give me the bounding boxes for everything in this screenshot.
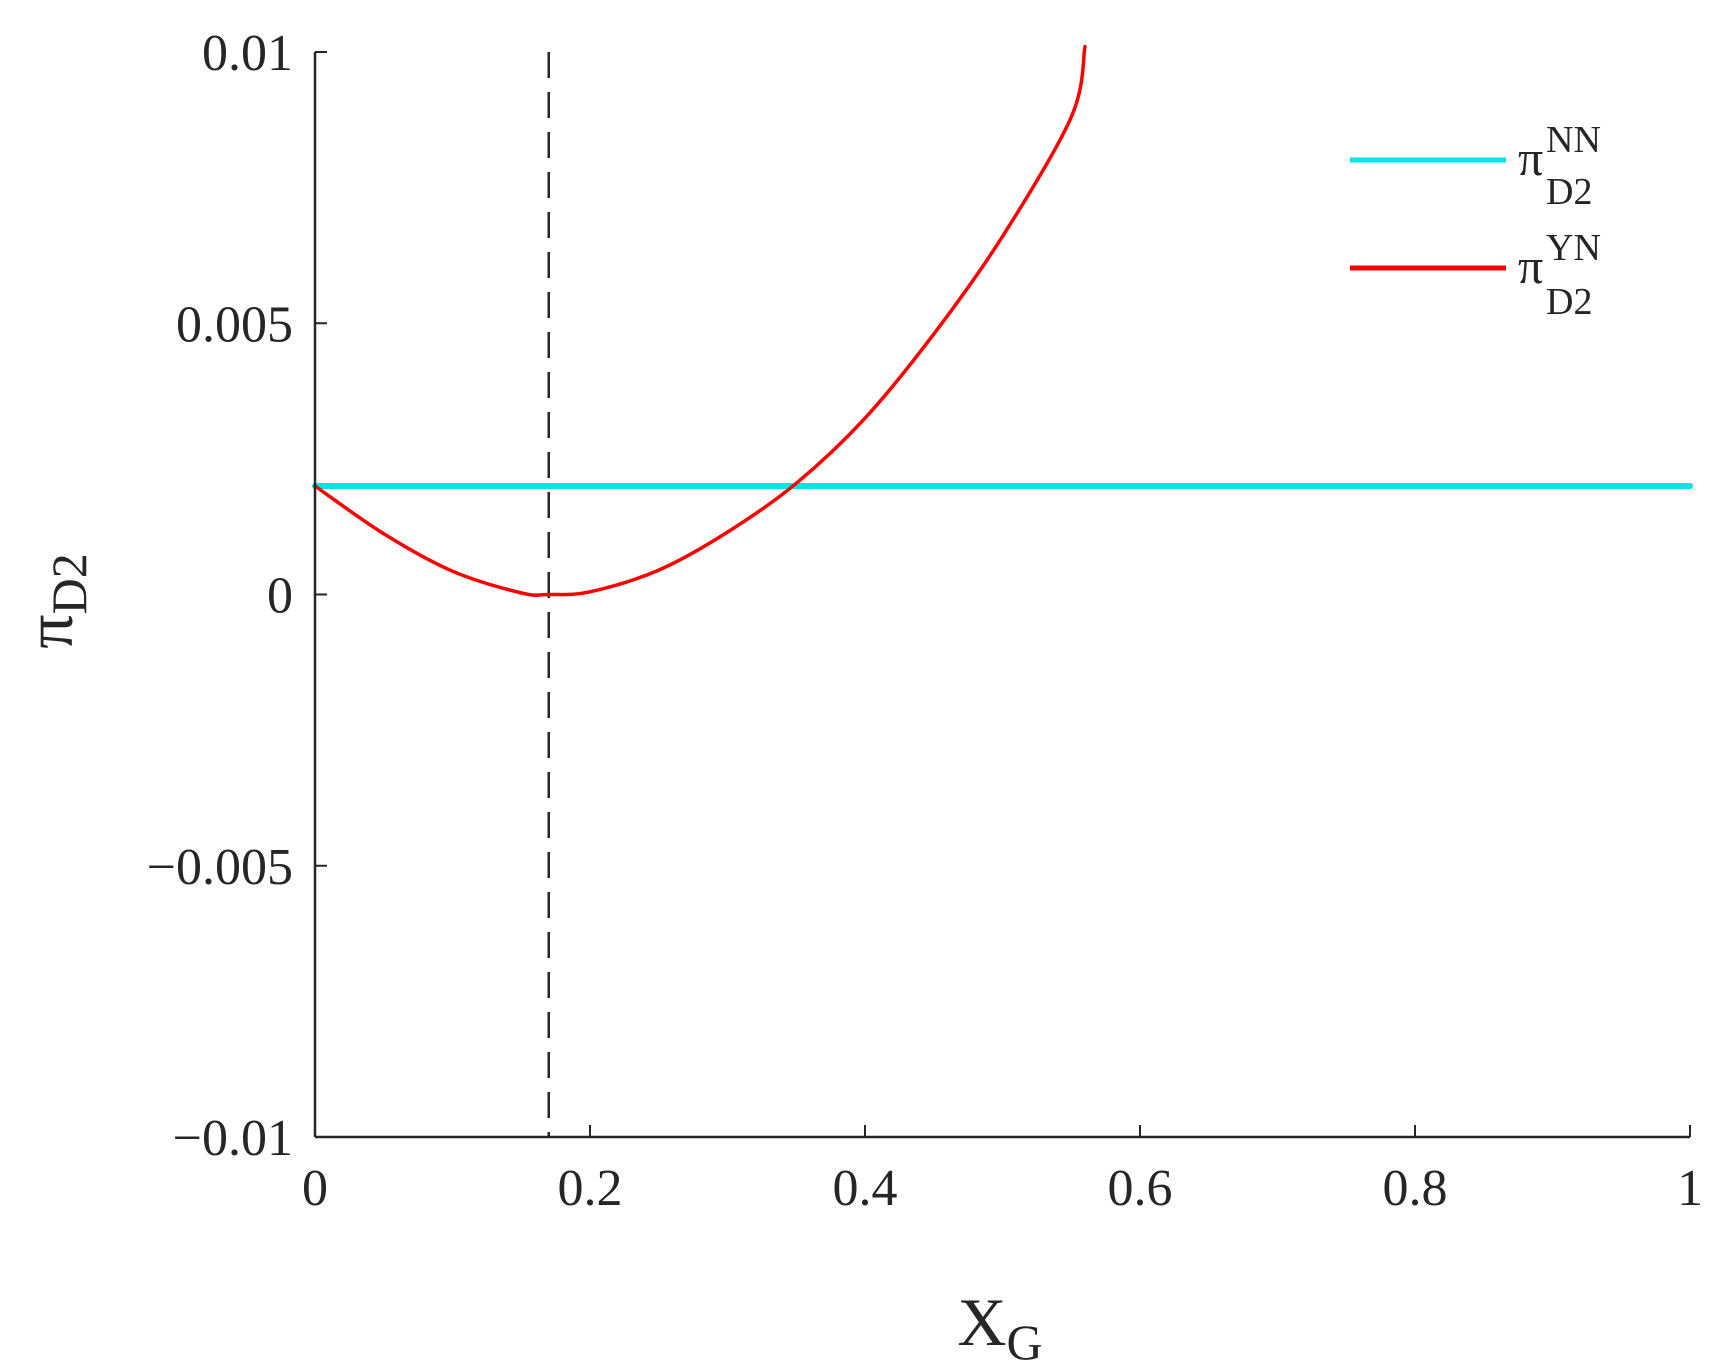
series-line-1 (313, 44, 1087, 597)
x-axis-title: XG (957, 1284, 1042, 1369)
x-tick-label: 0.2 (558, 1160, 623, 1217)
x-tick-label: 1 (1677, 1160, 1703, 1217)
legend-label-yn-sup: YN (1546, 227, 1601, 269)
legend-label-yn-main: π (1518, 238, 1543, 294)
x-tick-label: 0 (302, 1160, 328, 1217)
legend-entry-nn: π NN D2 (1350, 119, 1601, 213)
legend-label-nn-main: π (1518, 130, 1543, 186)
y-tick-label: 0.01 (202, 25, 293, 82)
y-tick-label: 0 (267, 568, 293, 625)
y-tick-label: −0.01 (173, 1110, 293, 1167)
legend-label-yn: π (1518, 238, 1543, 294)
x-axis-title-sub: G (1007, 1314, 1043, 1369)
legend-label-nn-sup: NN (1546, 119, 1601, 161)
legend-label-yn-sub: D2 (1546, 281, 1592, 323)
y-axis-title-sub: D2 (41, 553, 97, 614)
legend-entry-yn: π YN D2 (1350, 227, 1601, 323)
y-tick-label: 0.005 (176, 296, 293, 353)
x-tick-label: 0.8 (1383, 1160, 1448, 1217)
x-axis-title-main: X (957, 1284, 1006, 1360)
legend: π NN D2 π YN D2 (1350, 119, 1601, 323)
y-axis-title: πD2 (11, 553, 97, 648)
series-lines (312, 44, 1693, 597)
x-tick-label: 0.4 (833, 1160, 898, 1217)
ticks: 0 0.2 0.4 0.6 0.8 1 −0.01 −0.005 0 0.005 0.01 (147, 25, 1703, 1217)
x-tick-label: 0.6 (1108, 1160, 1173, 1217)
y-tick-label: −0.005 (147, 839, 293, 896)
legend-label-nn: π (1518, 130, 1543, 186)
y-axis-title-main: π (11, 614, 87, 648)
legend-label-nn-sub: D2 (1546, 171, 1592, 213)
